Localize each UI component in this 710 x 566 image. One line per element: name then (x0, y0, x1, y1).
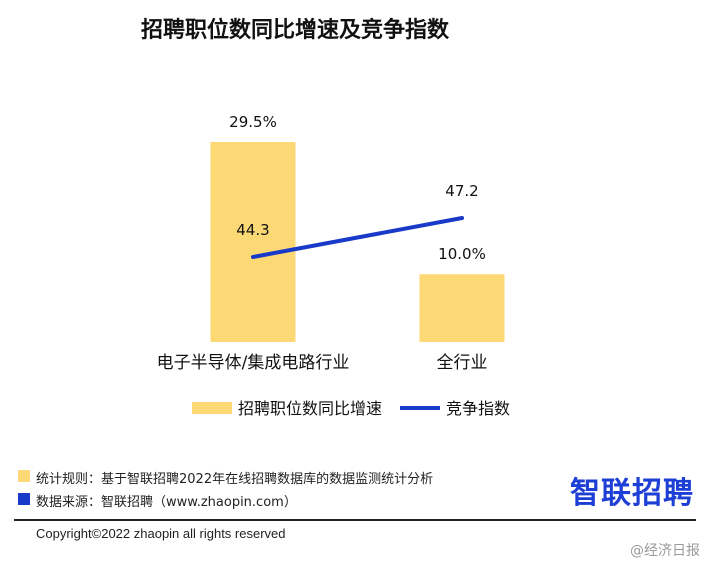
legend-bar-label: 招聘职位数同比增速 (238, 399, 382, 418)
legend-line-label: 竞争指数 (446, 399, 510, 418)
line-label-1: 47.2 (445, 182, 478, 200)
chart-canvas: 招聘职位数同比增速及竞争指数 29.5% 10.0% 44.3 47.2 电子半导体… (141, 17, 510, 418)
zhaopin-logo: 智联招聘 (570, 476, 694, 511)
copyright-text: Copyright©2022 zhaopin all rights reserv… (36, 526, 286, 541)
watermark-text: @经济日报 (630, 543, 700, 559)
chart-legend: 招聘职位数同比增速 竞争指数 (192, 399, 510, 418)
footer-divider (14, 519, 696, 521)
line-label-0: 44.3 (236, 221, 269, 239)
bar-1 (419, 274, 505, 342)
category-label-1: 全行业 (437, 353, 488, 373)
bar-label-0: 29.5% (229, 113, 277, 131)
bar-0 (210, 142, 296, 342)
competition-index-line (251, 216, 464, 259)
note-data-source: 数据来源：智联招聘（www.zhaopin.com） (36, 495, 297, 510)
category-label-0: 电子半导体/集成电路行业 (157, 353, 350, 373)
note-rule-swatch (18, 470, 30, 482)
bar-label-1: 10.0% (438, 245, 486, 263)
note-source-swatch (18, 493, 30, 505)
chart-title: 招聘职位数同比增速及竞争指数 (141, 17, 450, 43)
note-statistics-rule: 统计规则：基于智联招聘2022年在线招聘数据库的数据监测统计分析 (36, 472, 434, 487)
legend-bar-swatch (192, 402, 232, 414)
